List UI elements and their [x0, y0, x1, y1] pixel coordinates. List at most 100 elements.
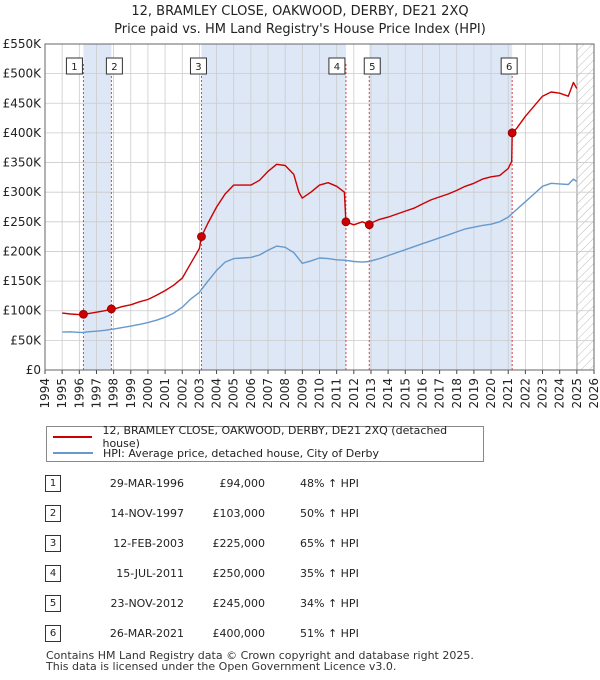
x-tick-label: 2008 — [278, 378, 292, 409]
sale-marker-label: 2 — [111, 62, 117, 73]
shaded-period — [201, 44, 346, 370]
y-tick-label: £550K — [3, 37, 43, 51]
x-tick-label: 1995 — [55, 378, 69, 409]
sale-price: £94,000 — [219, 477, 266, 490]
sale-marker-label: 1 — [71, 62, 77, 73]
sale-marker-label: 6 — [506, 62, 512, 73]
sale-hpi-change: 50% ↑ HPI — [300, 507, 359, 520]
x-tick-label: 2002 — [175, 378, 189, 409]
sale-number-badge: 1 — [45, 475, 61, 492]
legend-label-property: 12, BRAMLEY CLOSE, OAKWOOD, DERBY, DE21 … — [102, 424, 448, 450]
shaded-period — [369, 44, 513, 370]
sale-price: £225,000 — [212, 537, 266, 550]
x-tick-label: 2001 — [158, 378, 172, 409]
x-tick-label: 2023 — [536, 378, 550, 409]
legend-label-hpi: HPI: Average price, detached house, City… — [103, 446, 380, 460]
y-tick-label: £50K — [10, 333, 42, 347]
licence-notice: This data is licensed under the Open Gov… — [46, 660, 397, 673]
sale-point — [341, 217, 351, 227]
sale-marker-box-frame — [65, 57, 83, 75]
sale-row: 6 26-MAR-2021 £400,000 51% ↑ HPI — [0, 625, 600, 645]
x-tick-label: 1997 — [89, 378, 103, 409]
x-tick-label: 2021 — [501, 378, 515, 409]
sale-marker-box: 4 — [328, 57, 346, 75]
x-tick-label: 2015 — [398, 378, 412, 409]
y-tick-label: £300K — [3, 185, 43, 199]
chart-subtitle: Price paid vs. HM Land Registry's House … — [114, 22, 486, 37]
sale-point — [364, 220, 374, 230]
x-tick-label: 2018 — [450, 378, 464, 409]
sale-point — [197, 232, 206, 242]
sale-row: 3 12-FEB-2003 £225,000 65% ↑ HPI — [0, 535, 600, 555]
x-tick-label: 2011 — [330, 378, 344, 409]
x-tick-label: 2024 — [553, 378, 567, 409]
plot-frame — [44, 43, 595, 371]
x-tick-label: 2026 — [587, 378, 600, 409]
chart-title: 12, BRAMLEY CLOSE, OAKWOOD, DERBY, DE21 … — [131, 4, 469, 19]
sale-date: 15-JUL-2011 — [116, 567, 184, 580]
copyright-notice: Contains HM Land Registry data © Crown c… — [46, 649, 474, 662]
legend-swatch-hpi — [53, 452, 93, 454]
sale-marker-box-frame — [105, 57, 123, 75]
x-tick-label: 2010 — [313, 378, 327, 409]
hpi-line — [62, 178, 578, 334]
y-tick-label: £0 — [26, 363, 41, 377]
shaded-period — [83, 44, 112, 370]
x-tick-label: 2016 — [415, 378, 429, 409]
sale-row: 4 15-JUL-2011 £250,000 35% ↑ HPI — [0, 565, 600, 585]
legend: 12, BRAMLEY CLOSE, OAKWOOD, DERBY, DE21 … — [46, 424, 484, 462]
x-tick-label: 1994 — [38, 378, 52, 409]
y-tick-label: £400K — [3, 126, 43, 140]
sale-row: 5 23-NOV-2012 £245,000 34% ↑ HPI — [0, 595, 600, 615]
sale-marker-label: 3 — [195, 62, 201, 73]
x-tick-label: 2009 — [295, 378, 309, 409]
legend-item-property: 12, BRAMLEY CLOSE, OAKWOOD, DERBY, DE21 … — [53, 424, 483, 450]
sale-marker-box-frame — [189, 57, 207, 75]
y-tick-label: £200K — [3, 244, 43, 258]
sale-number-badge: 3 — [45, 535, 61, 552]
y-tick-label: £100K — [3, 304, 43, 318]
y-tick-label: £500K — [3, 67, 43, 81]
y-tick-label: £250K — [3, 215, 43, 229]
sale-date: 26-MAR-2021 — [109, 627, 184, 640]
x-tick-label: 1996 — [72, 378, 86, 409]
sale-date: 12-FEB-2003 — [113, 537, 184, 550]
sale-row: 1 29-MAR-1996 £94,000 48% ↑ HPI — [0, 475, 600, 495]
sale-marker-label: 4 — [334, 62, 340, 73]
x-tick-label: 2005 — [227, 378, 241, 409]
x-tick-label: 2000 — [141, 378, 155, 409]
sale-price: £400,000 — [212, 627, 266, 640]
sale-number-badge: 4 — [45, 565, 61, 582]
sale-price: £250,000 — [212, 567, 266, 580]
y-tick-label: £150K — [3, 274, 43, 288]
sale-hpi-change: 65% ↑ HPI — [300, 537, 359, 550]
x-tick-label: 2014 — [381, 378, 395, 409]
x-tick-label: 2003 — [192, 378, 206, 409]
x-tick-label: 2025 — [570, 378, 584, 409]
sale-point — [106, 304, 116, 314]
sale-date: 14-NOV-1997 — [110, 507, 184, 520]
sale-marker-box: 6 — [500, 57, 518, 75]
x-tick-label: 1998 — [107, 378, 121, 409]
sale-marker-box-frame — [328, 57, 346, 75]
x-tick-label: 2004 — [210, 378, 224, 409]
sale-price: £103,000 — [212, 507, 266, 520]
sale-point — [507, 128, 517, 138]
sale-hpi-change: 35% ↑ HPI — [300, 567, 359, 580]
legend-swatch-property — [53, 436, 93, 438]
x-tick-label: 2020 — [484, 378, 498, 409]
sale-marker-box: 3 — [189, 57, 207, 75]
legend-item-hpi: HPI: Average price, detached house, City… — [53, 446, 379, 460]
price-chart: £0 £50K £100K £150K £200K £250K £300K £350K £400… — [3, 37, 600, 409]
x-tick-label: 1999 — [124, 378, 138, 409]
x-tick-label: 2013 — [364, 378, 378, 409]
sale-marker-box-frame — [363, 57, 381, 75]
sale-marker-label: 5 — [369, 62, 375, 73]
sale-marker-box: 2 — [105, 57, 123, 75]
sale-marker-box: 5 — [363, 57, 381, 75]
property-price-line — [62, 81, 578, 316]
sale-row: 2 14-NOV-1997 £103,000 50% ↑ HPI — [0, 505, 600, 525]
sale-date: 23-NOV-2012 — [110, 597, 184, 610]
x-tick-label: 2022 — [518, 378, 532, 409]
x-tick-label: 2006 — [244, 378, 258, 409]
